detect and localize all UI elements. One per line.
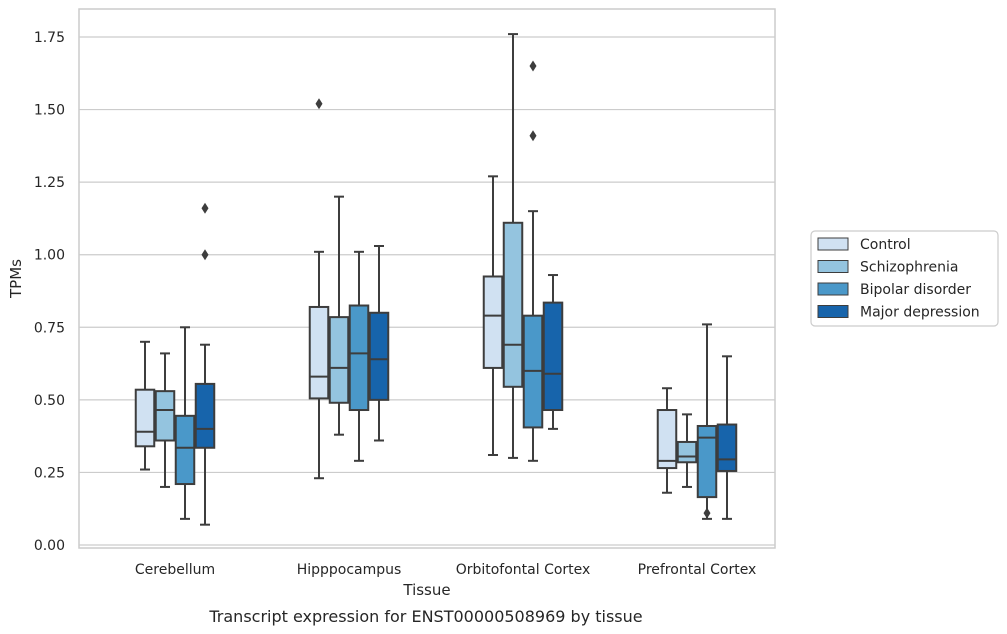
y-tick-label: 0.75 [34,320,65,336]
y-tick-label: 0.25 [34,465,65,481]
outlier-point [201,202,209,214]
legend-label: Major depression [860,305,980,321]
y-axis-label: TPMs [7,259,25,299]
legend-label: Bipolar disorder [860,282,971,298]
legend-swatch [817,237,849,251]
box-plot-area [134,33,738,526]
y-tick-label: 0.50 [34,393,65,409]
box-bipolar-disorder [696,323,718,520]
iqr-box [502,221,524,388]
box-bipolar-disorder [348,250,370,462]
outlier-point [201,249,209,261]
y-axis-ticks: 0.00 0.25 0.50 0.75 1.00 1.25 1.50 1.75 [34,30,65,554]
box-major-depression [368,245,390,442]
y-tick-label: 1.25 [34,175,65,191]
iqr-box [308,305,330,400]
box-bipolar-disorder [174,326,196,520]
outlier-point [703,507,711,519]
legend-frame [810,230,999,327]
x-tick-label: Hipppocampus [297,562,402,578]
iqr-box [676,440,698,464]
iqr-box [716,423,738,472]
x-tick-label: Prefrontal Cortex [638,562,757,578]
box-major-depression [194,202,216,526]
iqr-box [656,409,678,470]
iqr-box [174,414,196,486]
legend-swatch [817,282,849,296]
box-control [656,387,678,494]
chart-caption: Transcript expression for ENST0000050896… [208,607,642,626]
iqr-box [154,390,176,442]
box-schizophrenia [154,352,176,488]
box-major-depression [542,274,564,430]
x-tick-label: Orbitofontal Cortex [456,562,591,578]
legend-label: Control [860,237,911,253]
iqr-box [348,304,370,412]
legend-swatch [817,260,849,273]
iqr-box [328,316,350,404]
legend: Control Schizophrenia Bipolar disorder Majo… [810,230,999,327]
x-axis-label: Tissue [402,581,450,599]
box-control [134,340,156,471]
iqr-box [194,382,216,449]
legend-swatch [817,305,849,318]
legend-label: Schizophrenia [860,260,958,276]
x-axis-ticks: Cerebellum Hipppocampus Orbitofontal Corte… [135,562,756,578]
box-schizophrenia [676,413,698,488]
outlier-point [529,60,537,72]
outlier-point [315,98,323,110]
y-tick-label: 1.75 [34,30,65,46]
box-control [482,175,504,457]
iqr-box [482,275,504,369]
box-control [308,98,330,480]
y-tick-label: 1.50 [34,103,65,119]
box-schizophrenia [502,33,524,459]
iqr-box [368,311,390,401]
plot-frame [78,8,776,549]
iqr-box [134,388,156,448]
box-major-depression [716,355,738,520]
iqr-box [542,301,564,412]
outlier-point [529,130,537,142]
box-bipolar-disorder [522,60,544,462]
x-tick-label: Cerebellum [135,562,215,578]
box-schizophrenia [328,195,350,436]
y-tick-label: 0.00 [34,538,65,554]
iqr-box [696,424,718,499]
y-tick-label: 1.00 [34,248,65,264]
